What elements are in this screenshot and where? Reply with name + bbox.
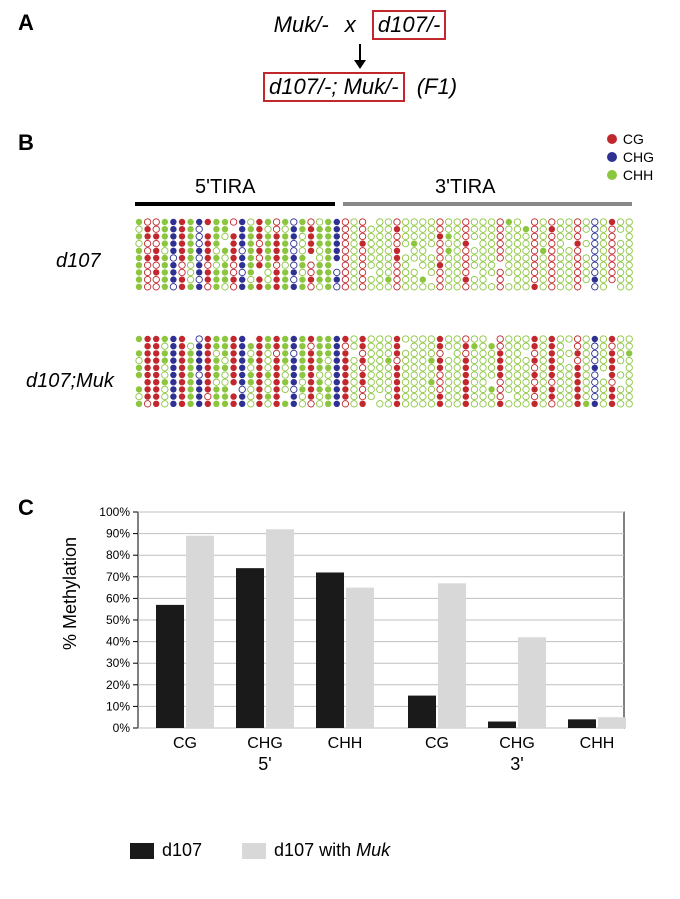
svg-text:20%: 20%: [106, 678, 130, 692]
svg-text:CG: CG: [173, 735, 197, 752]
region-5tira: 5'TIRA: [195, 176, 256, 199]
svg-text:CHH: CHH: [328, 735, 363, 752]
svg-text:100%: 100%: [99, 506, 130, 519]
legend-row: CG: [607, 130, 654, 148]
legend-item-label: CG: [623, 130, 644, 148]
legend-d107: d107: [130, 840, 202, 861]
panel-c-legend: d107 d107 with Muk: [130, 840, 390, 861]
bar-chart: 0% 10% 20% 30% 40% 50% 60% 70% 80% 90% 100% CG CHG CH…: [90, 506, 630, 796]
panel-c-label: C: [18, 495, 34, 521]
legend-dot-icon: [607, 152, 617, 162]
parent-left: Muk/-: [274, 12, 329, 37]
row-label-d107: d107: [56, 250, 101, 273]
svg-text:10%: 10%: [106, 699, 130, 713]
tira-labels: 5'TIRA 3'TIRA: [135, 180, 635, 210]
legend-d107muk: d107 with Muk: [242, 840, 390, 861]
svg-text:CHG: CHG: [499, 735, 535, 752]
f1-tag: (F1): [417, 74, 457, 99]
y-axis-label: % Methylation: [60, 537, 81, 650]
parent-right: d107/-: [378, 12, 440, 37]
legend-row: CHG: [607, 148, 654, 166]
svg-text:80%: 80%: [106, 548, 130, 562]
region-3tira: 3'TIRA: [435, 176, 496, 199]
genetic-cross: Muk/- x d107/- d107/-; Muk/- (F1): [180, 10, 540, 102]
svg-text:90%: 90%: [106, 527, 130, 541]
svg-text:0%: 0%: [113, 721, 131, 735]
panel-b-legend: CGCHGCHH: [607, 130, 654, 185]
legend-d107-label: d107: [162, 840, 202, 860]
svg-text:5': 5': [258, 754, 271, 774]
svg-text:CHG: CHG: [247, 735, 283, 752]
svg-text:CG: CG: [425, 735, 449, 752]
legend-dot-icon: [607, 170, 617, 180]
legend-item-label: CHG: [623, 148, 654, 166]
svg-text:40%: 40%: [106, 635, 130, 649]
region-bar-3: [343, 202, 631, 206]
svg-text:60%: 60%: [106, 591, 130, 605]
legend-dot-icon: [607, 134, 617, 144]
svg-text:3': 3': [510, 754, 523, 774]
svg-text:50%: 50%: [106, 613, 130, 627]
f1-line: d107/-; Muk/- (F1): [180, 72, 540, 102]
parent-right-box: d107/-: [372, 10, 446, 40]
panel-a-label: A: [18, 10, 34, 36]
svg-text:CHH: CHH: [580, 735, 615, 752]
down-arrow-icon: [350, 42, 370, 70]
cross-x: x: [345, 12, 356, 37]
region-bar-5: [135, 202, 335, 206]
f1-genotype: d107/-; Muk/-: [269, 74, 399, 99]
legend-d107muk-label: d107 with Muk: [274, 840, 390, 860]
dotgrid-d107muk: [135, 335, 640, 413]
svg-text:70%: 70%: [106, 570, 130, 584]
cross-parents: Muk/- x d107/-: [180, 10, 540, 40]
svg-text:30%: 30%: [106, 656, 130, 670]
row-label-d107muk: d107;Muk: [26, 370, 114, 393]
f1-box: d107/-; Muk/-: [263, 72, 405, 102]
dotgrid-d107: [135, 218, 640, 296]
panel-b-label: B: [18, 130, 34, 156]
